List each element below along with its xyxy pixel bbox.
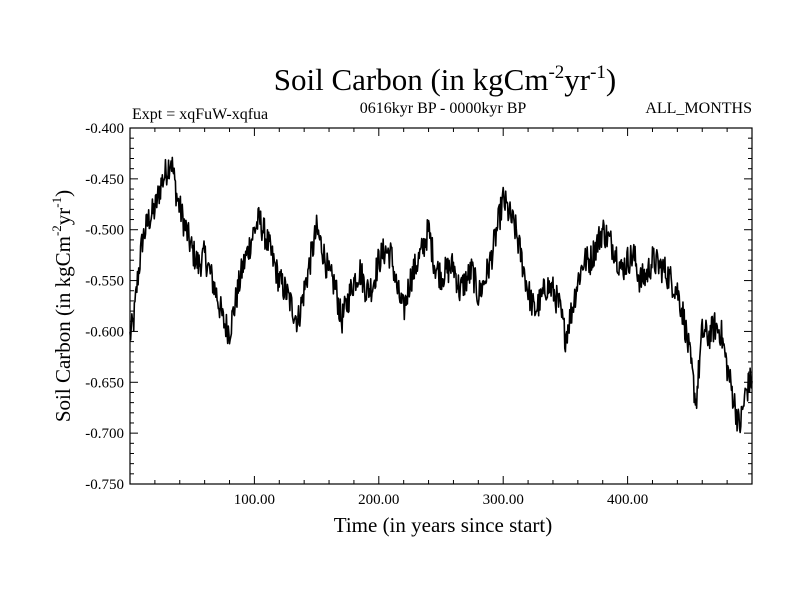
chart-title-main: Soil Carbon (in kgCm (274, 62, 549, 97)
x-tick-label: 300.00 (483, 492, 524, 508)
x-tick-label: 200.00 (358, 492, 399, 508)
x-tick-label: 400.00 (607, 492, 648, 508)
x-tick-label: 100.00 (234, 492, 275, 508)
y-tick-label: -0.450 (85, 172, 124, 188)
chart-title-close: ) (606, 62, 616, 97)
chart-title: Soil Carbon (in kgCm-2yr-1) (274, 62, 617, 97)
y-axis-label: Soil Carbon (in kgCm-2yr-1) (49, 190, 75, 422)
y-tick-label: -0.700 (85, 426, 124, 442)
axis-ticks (130, 127, 752, 485)
y-tick-label: -0.500 (85, 223, 124, 239)
y-axis-label-sup1: -2 (49, 225, 64, 236)
y-tick-label: -0.400 (85, 121, 124, 137)
y-tick-label: -0.550 (85, 274, 124, 290)
x-axis-label: Time (in years since start) (334, 513, 553, 537)
y-tick-label: -0.650 (85, 375, 124, 391)
y-tick-label: -0.750 (85, 477, 124, 493)
y-axis-label-close: ) (51, 190, 75, 197)
experiment-label: Expt = xqFuW-xqfua (132, 106, 268, 123)
chart-title-sup1: -2 (548, 62, 564, 83)
period-label: 0616kyr BP - 0000kyr BP (360, 100, 527, 117)
axis-tick-labels: -0.750 -0.700 -0.650 -0.600 -0.550 -0.500 -0.4… (85, 121, 648, 508)
y-axis-label-mid: yr (51, 208, 75, 226)
chart-title-sup2: -1 (590, 62, 606, 83)
chart-title-mid: yr (564, 62, 591, 97)
y-axis-label-sup2: -1 (49, 197, 64, 208)
season-label: ALL_MONTHS (645, 100, 752, 117)
series-line-soil-carbon (129, 156, 753, 434)
y-tick-label: -0.600 (85, 324, 124, 340)
y-axis-label-main: Soil Carbon (in kgCm (51, 236, 75, 422)
plot-frame (129, 127, 753, 485)
